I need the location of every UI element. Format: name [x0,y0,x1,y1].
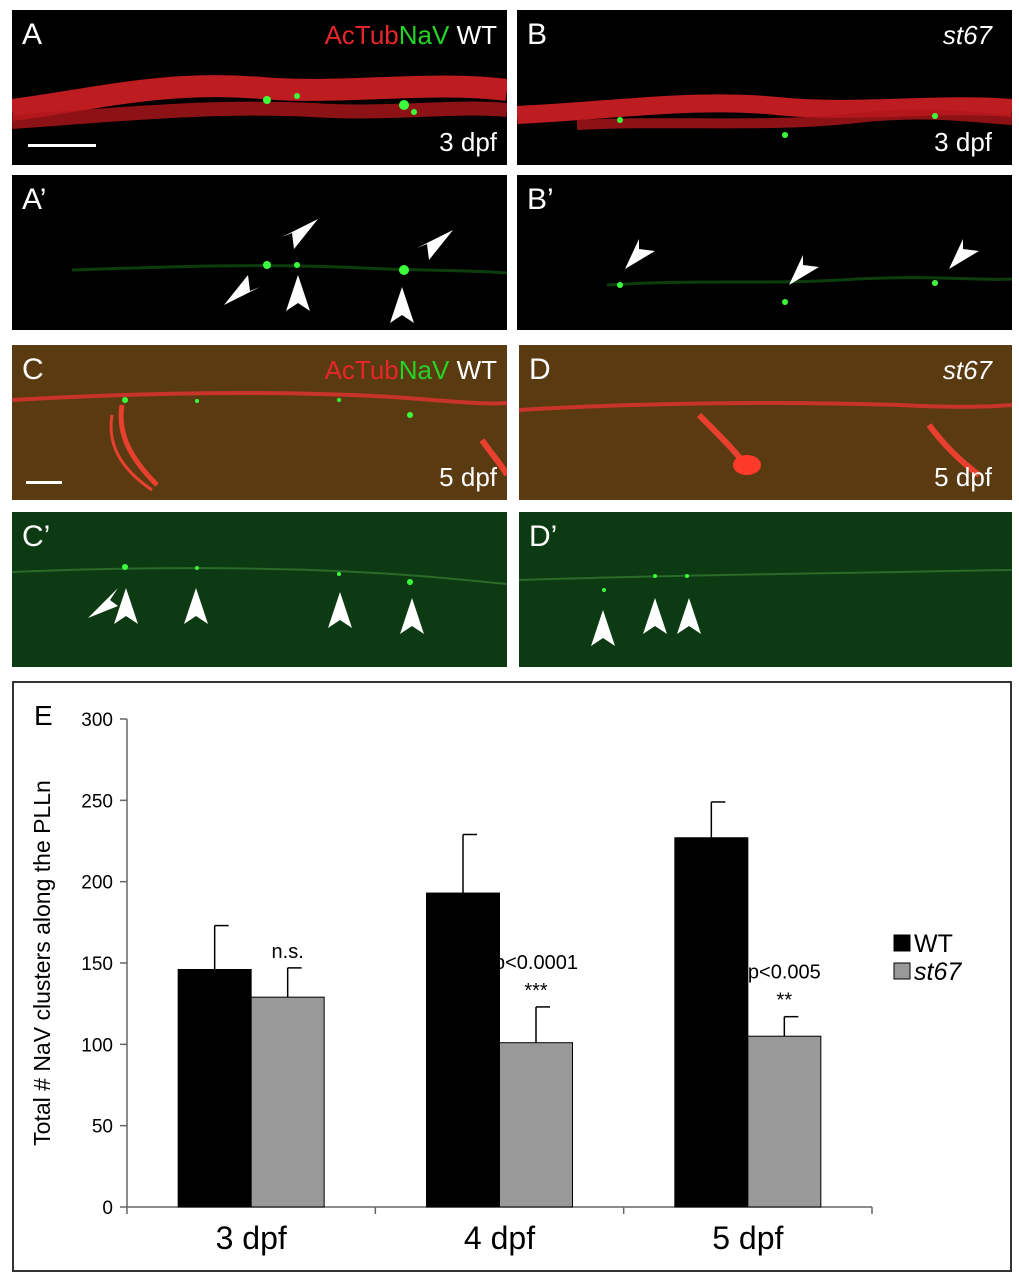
legend-swatch-st67 [893,962,911,980]
bar-wt [674,837,749,1208]
panel-a-label: A [22,18,43,51]
y-tick-label: 150 [81,954,113,975]
panel-b-genotype: st67 [942,20,992,50]
panel-b-image [517,94,1012,138]
panel-a-image [12,75,507,129]
panel-c-prime-label: C’ [22,520,51,553]
arrowhead-icon [591,610,615,646]
panel-b-prime-image [606,276,1012,305]
panel-c-image [12,391,507,492]
bar-st67 [250,996,325,1208]
arrowhead-icon [400,598,424,634]
panel-b: B st67 3 dpf [517,10,1012,165]
y-tick-label: 200 [81,873,113,894]
bar-wt [177,969,252,1208]
genotype-label: WT [456,355,497,385]
panel-a-age: 3 dpf [439,127,497,157]
y-tick-label: 100 [81,1035,113,1056]
panel-e-chart: E 0 50 100 150 200 250 300 Total # NaV clusters … [12,681,1012,1272]
panel-c: C AcTubNaV WT 5 dpf [12,345,507,500]
panel-a-prime: A’ [12,175,507,330]
panel-a: A AcTubNaV WT 3 dpf [12,10,507,165]
significance-annotation: p<0.005 [748,962,821,984]
panel-c-label: C [22,353,44,386]
x-tick-label: 3 dpf [216,1220,287,1256]
significance-annotation: ** [777,990,793,1012]
scale-bar [28,144,96,147]
x-tick-label: 4 dpf [464,1220,535,1256]
panel-b-label: B [527,18,548,51]
arrowhead-icon [88,588,118,618]
panel-d-prime-image [519,569,1012,592]
y-tick-label: 300 [81,710,113,731]
actub-label: AcTub [324,355,399,385]
panel-d-age: 5 dpf [934,462,992,492]
y-tick-label: 250 [81,791,113,812]
panel-d-genotype: st67 [942,355,992,385]
bar-st67 [499,1042,573,1208]
panel-e-label: E [34,700,53,731]
panel-d-prime: D’ [519,512,1012,667]
bar-st67 [747,1035,822,1208]
panel-a-stain: AcTubNaV WT [325,22,497,48]
arrowhead-icon [282,219,318,249]
arrowhead-icon [789,255,819,285]
nav-label: NaV [398,355,450,385]
significance-annotation: n.s. [272,941,304,963]
panel-c-age: 5 dpf [439,462,497,492]
y-tick-label: 0 [102,1198,113,1219]
arrowhead-icon [949,239,979,269]
nav-label: NaV [398,20,450,50]
arrowhead-icon [417,230,453,260]
panel-c-prime: C’ [12,512,507,667]
arrowhead-icon [625,239,655,269]
legend-label-st67: st67 [914,958,962,986]
bar-wt [426,892,500,1208]
arrowhead-icon [114,588,138,624]
significance-annotation: *** [524,980,548,1002]
genotype-label: WT [456,20,497,50]
scale-bar [26,481,62,484]
panel-d-prime-label: D’ [529,520,558,553]
arrowhead-icon [224,275,260,305]
panel-a-prime-label: A’ [22,183,47,216]
arrowhead-icon [643,598,667,634]
bar-chart: E 0 50 100 150 200 250 300 Total # NaV clusters … [29,700,962,1256]
arrowhead-icon [328,592,352,628]
legend-label-wt: WT [914,930,953,958]
panel-d-image [519,400,1012,478]
panel-b-age: 3 dpf [934,127,992,157]
panel-b-prime-label: B’ [527,183,554,216]
panel-d: D st67 5 dpf [519,345,1012,500]
significance-annotation: p<0.0001 [494,952,578,974]
arrowhead-icon [184,588,208,624]
actub-label: AcTub [324,20,399,50]
panel-a-prime-image [71,261,507,275]
panel-c-stain: AcTubNaV WT [325,357,497,383]
arrowhead-icon [286,275,310,311]
arrowhead-icon [677,598,701,634]
x-tick-label: 5 dpf [712,1220,783,1256]
panel-b-prime: B’ [517,175,1012,330]
panel-c-prime-image [12,564,507,585]
y-axis-label: Total # NaV clusters along the PLLn [29,780,55,1146]
arrowhead-icon [390,287,414,323]
legend-swatch-wt [893,934,911,952]
y-tick-label: 50 [92,1117,113,1138]
panel-d-label: D [529,353,551,386]
